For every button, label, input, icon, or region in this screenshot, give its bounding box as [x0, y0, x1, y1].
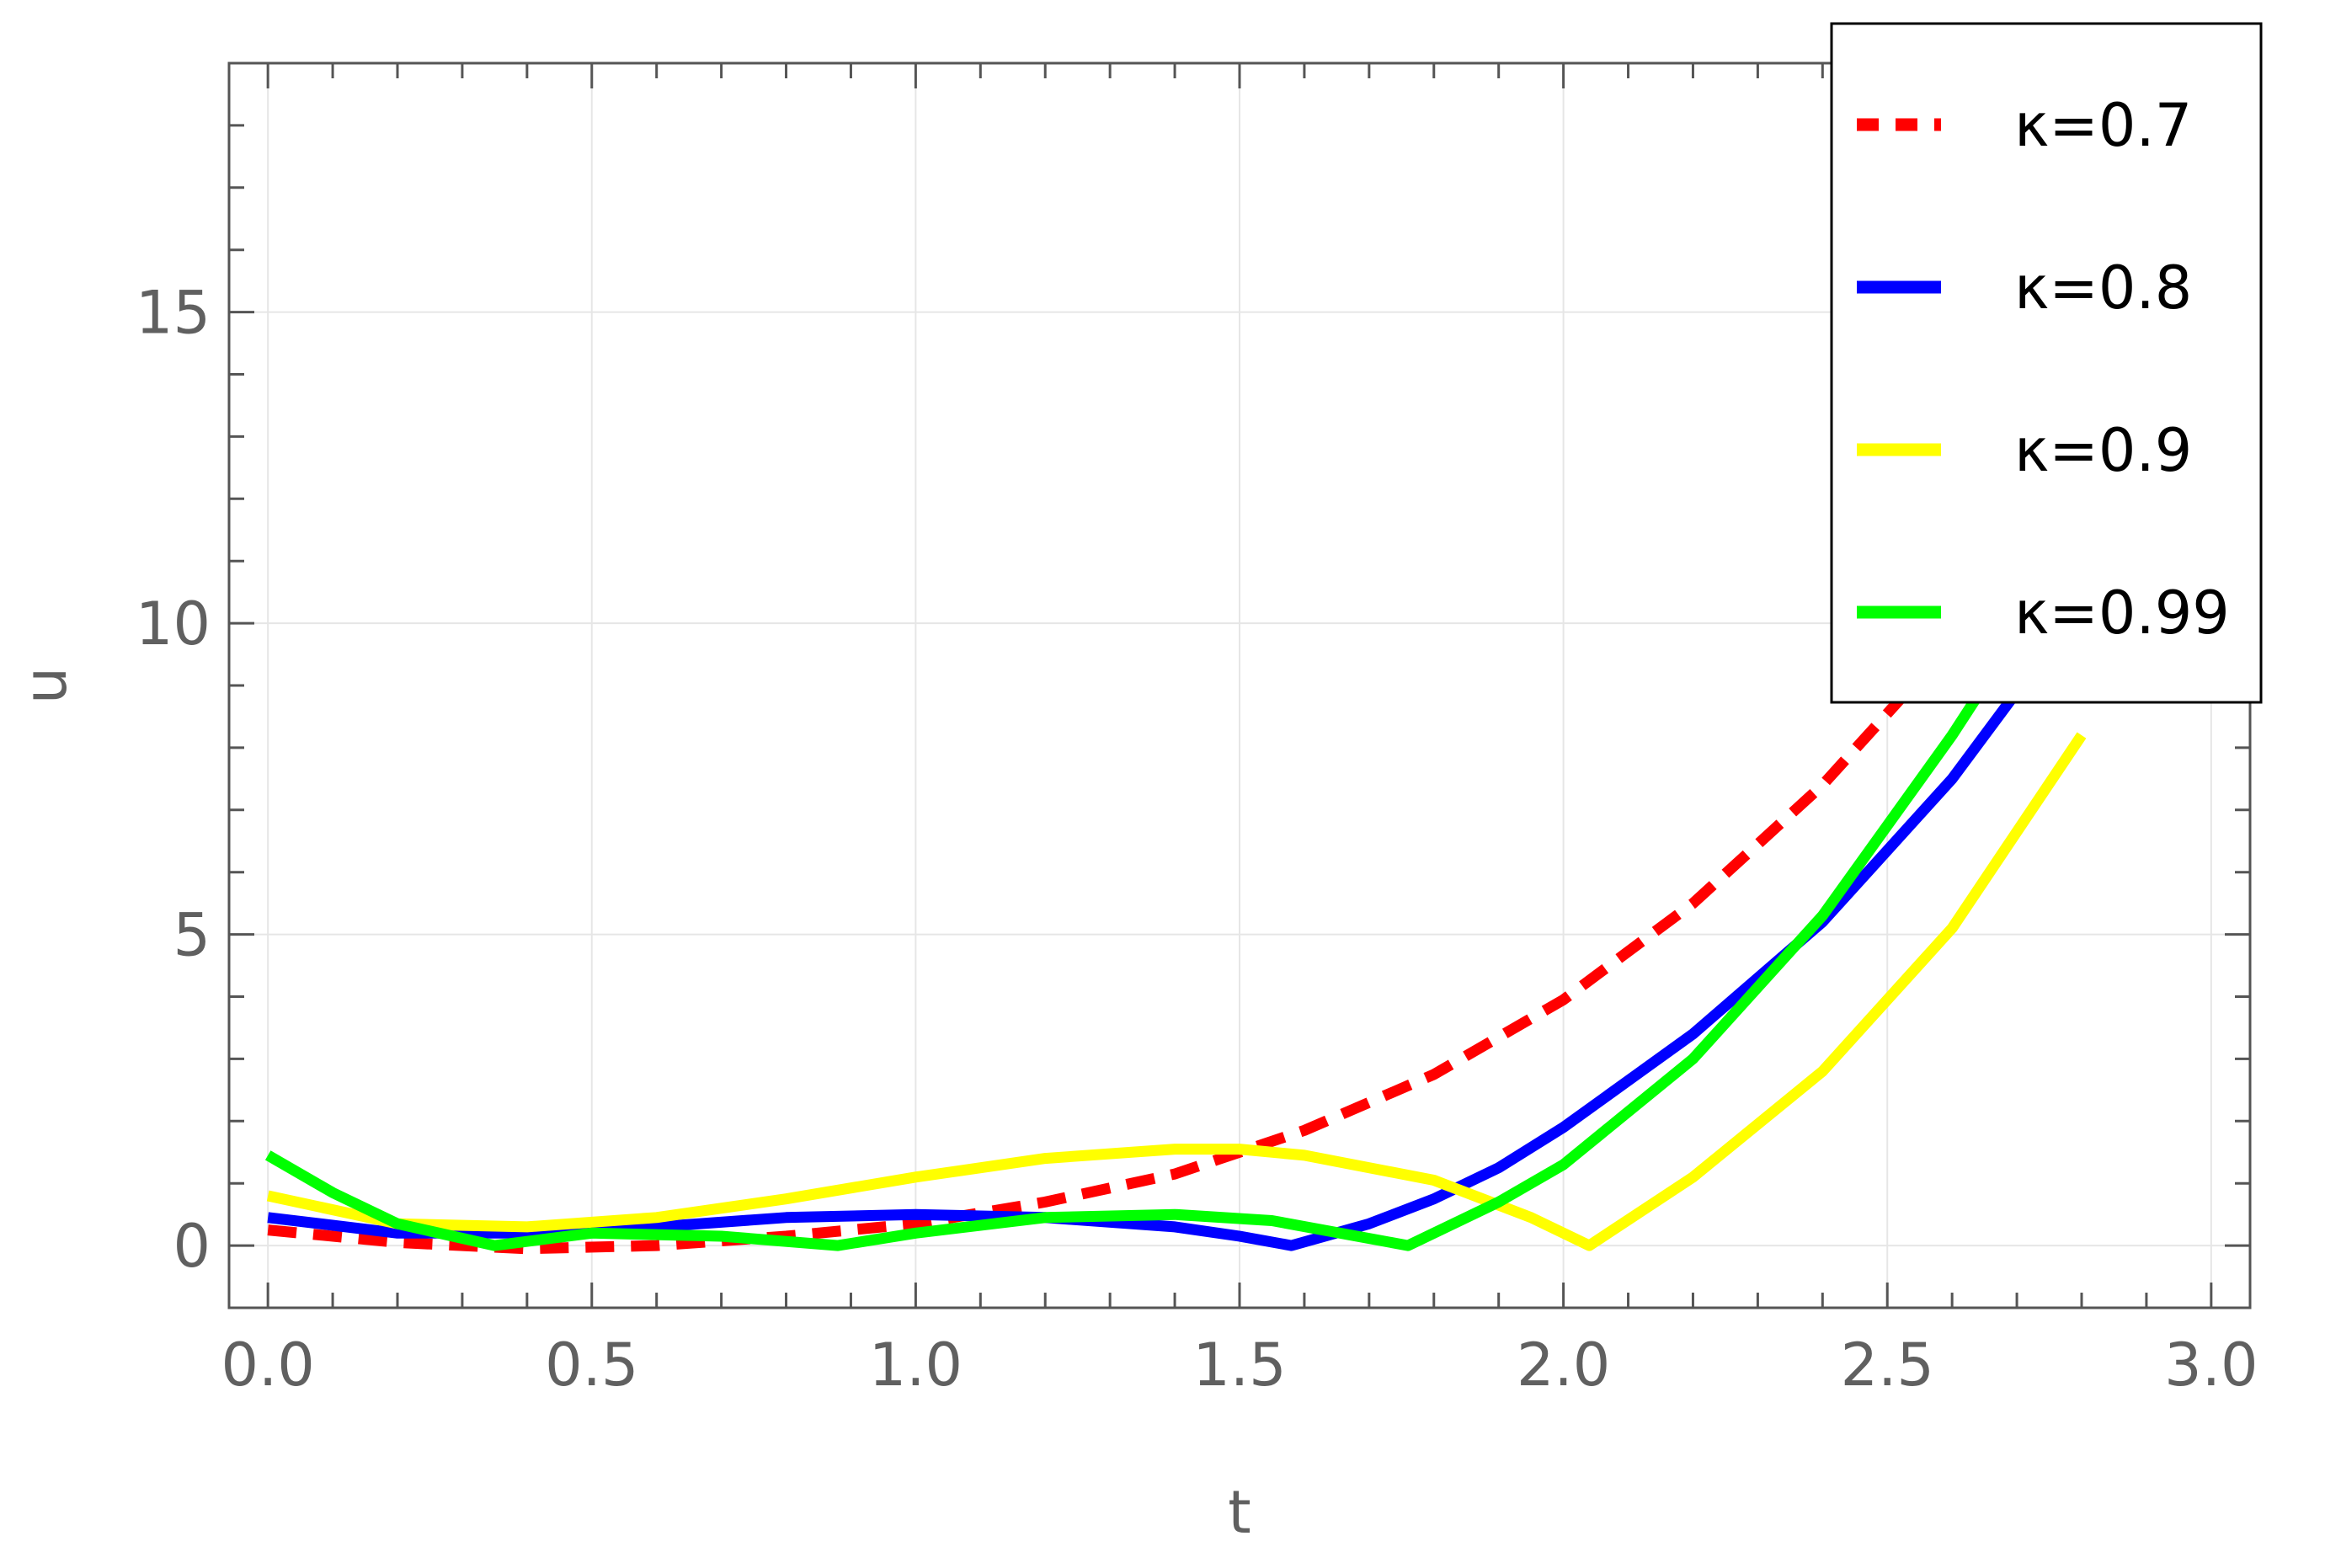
legend-label-3: κ=0.9 — [2014, 416, 2192, 485]
series-line-4 — [264, 632, 2022, 1251]
x-tick-label: 1.0 — [869, 1331, 963, 1400]
x-tick-label: 2.0 — [1517, 1331, 1610, 1400]
series-layer — [264, 464, 2087, 1255]
legend: κ=0.7 κ=0.8 κ=0.9 κ=0.99 — [1830, 22, 2263, 704]
y-tick-label: 15 — [136, 279, 211, 348]
x-tick-label: 3.0 — [2164, 1331, 2258, 1400]
legend-label-1: κ=0.7 — [2014, 91, 2192, 160]
series-line-2 — [267, 601, 2087, 1251]
y-tick-label: 5 — [173, 901, 211, 970]
y-tick-label: 10 — [136, 589, 211, 659]
tick-labels: 0.0 0.5 1.0 1.5 2.0 2.5 3.0 0 5 10 15 — [136, 279, 2258, 1400]
x-tick-label: 2.5 — [1841, 1331, 1934, 1400]
y-tick-label: 0 — [173, 1212, 211, 1281]
x-tick-label: 1.5 — [1192, 1331, 1286, 1400]
x-tick-label: 0.5 — [545, 1331, 638, 1400]
legend-label-4: κ=0.99 — [2014, 579, 2230, 648]
series-line-1 — [267, 464, 2087, 1255]
legend-box — [1830, 22, 2263, 704]
y-axis-title: u — [11, 667, 80, 704]
legend-label-2: κ=0.8 — [2014, 253, 2192, 323]
series-line-3 — [266, 732, 2087, 1251]
x-tick-label: 0.0 — [221, 1331, 314, 1400]
x-axis-title: t — [1228, 1478, 1250, 1547]
